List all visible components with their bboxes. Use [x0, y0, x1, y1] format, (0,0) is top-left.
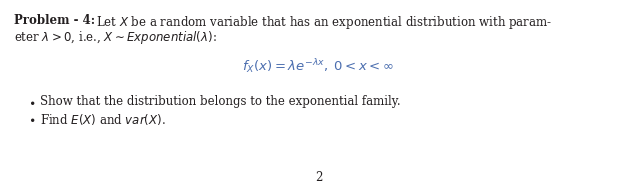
Text: Problem - 4:: Problem - 4: [14, 14, 95, 27]
Text: eter $\lambda > 0$, i.e., $X \sim \mathit{Exponential}(\lambda)$:: eter $\lambda > 0$, i.e., $X \sim \mathi… [14, 29, 217, 46]
Text: 2: 2 [315, 171, 322, 184]
Text: Let $X$ be a random variable that has an exponential distribution with param-: Let $X$ be a random variable that has an… [96, 14, 552, 31]
Text: $\bullet$: $\bullet$ [28, 112, 36, 125]
Text: Show that the distribution belongs to the exponential family.: Show that the distribution belongs to th… [40, 95, 401, 108]
Text: $\bullet$: $\bullet$ [28, 95, 36, 108]
Text: $f_X(x) = \lambda e^{-\lambda x}, \; 0 < x < \infty$: $f_X(x) = \lambda e^{-\lambda x}, \; 0 <… [243, 57, 394, 75]
Text: Find $E(X)$ and $\mathit{var}(X)$.: Find $E(X)$ and $\mathit{var}(X)$. [40, 112, 166, 127]
